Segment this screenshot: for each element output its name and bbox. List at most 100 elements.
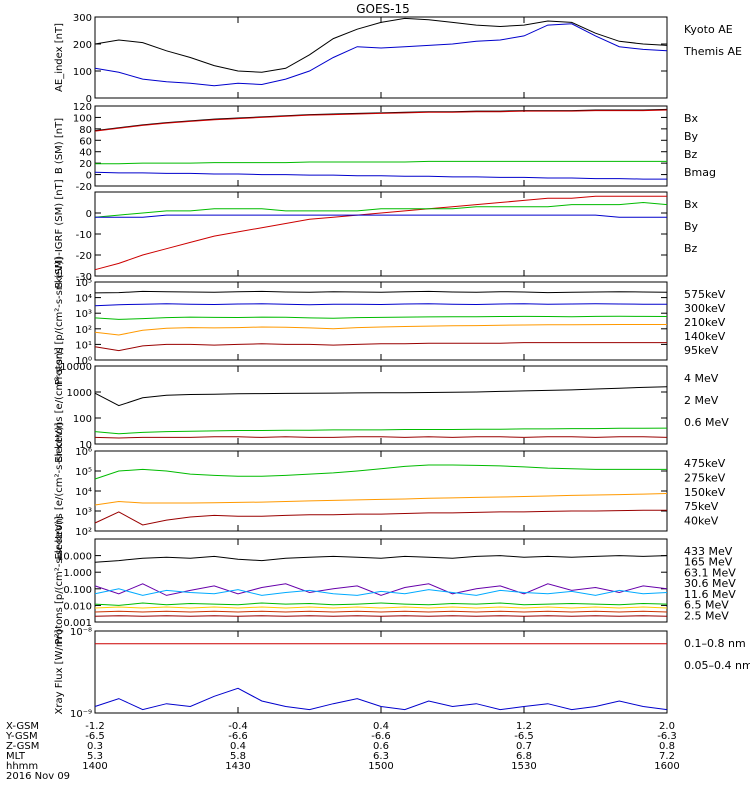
series-line: [94, 583, 668, 596]
footer-row-label: X-GSM: [6, 721, 39, 732]
y-tick-label: 10⁻⁸: [70, 627, 92, 638]
footer-value: 1430: [225, 761, 250, 772]
legend-entry: 300keV: [684, 302, 726, 315]
legend-entry: 433 MeV: [684, 545, 733, 558]
plot-title: GOES-15: [356, 2, 410, 16]
footer-row-label: hhmm: [6, 761, 38, 772]
footer-value: -1.2: [85, 721, 105, 732]
y-tick-label: 20: [79, 159, 92, 170]
y-tick-label: 10³: [75, 309, 92, 320]
legend-entry: 275keV: [684, 471, 726, 484]
panel-frame: [94, 105, 668, 187]
footer-row-label: Z-GSM: [6, 741, 39, 752]
legend-entry: 475keV: [684, 457, 726, 470]
panel-frame: [94, 450, 668, 532]
legend-entry: 95keV: [684, 344, 719, 357]
y-tick-label: -10: [76, 230, 92, 241]
footer-value: -6.6: [228, 731, 248, 742]
legend-entry: 575keV: [684, 288, 726, 301]
series-line: [94, 324, 667, 336]
panel-frame: [94, 281, 668, 361]
y-tick-label: 10¹: [75, 340, 92, 351]
series-line: [94, 687, 668, 711]
legend-entry: 11.6 MeV: [684, 588, 736, 601]
footer-value: 6.8: [516, 751, 532, 762]
y-tick-label: 0.001: [63, 618, 92, 629]
series-line: [95, 160, 667, 165]
y-tick-label: 100: [73, 113, 92, 124]
footer-value: 6.3: [373, 751, 389, 762]
series-line: [94, 201, 668, 218]
y-tick-label: 0.100: [63, 585, 92, 596]
footer-value: 5.3: [87, 751, 103, 762]
y-tick-label: 10.000: [57, 552, 92, 563]
legend-entry: Bz: [684, 242, 698, 255]
legend-entry: 0.1–0.8 nm: [684, 637, 746, 650]
series-line: [94, 602, 668, 606]
y-axis-label: Electrons [e/(cm²-s-sr-keV)]: [54, 422, 65, 559]
y-tick-label: 10⁻⁹: [70, 709, 92, 720]
footer-value: 0.7: [516, 741, 532, 752]
footer-value: 1600: [654, 761, 679, 772]
legend-entry: 0.6 MeV: [684, 416, 729, 429]
series-line: [94, 17, 668, 73]
series-line: [94, 108, 668, 132]
panel-frame: [94, 538, 668, 623]
series-line: [94, 610, 668, 613]
y-tick-label: 10⁴: [75, 487, 92, 498]
legend-entry: Bx: [684, 198, 699, 211]
legend-entry: By: [684, 130, 699, 143]
legend-entry: 6.5 MeV: [684, 599, 729, 612]
legend-entry: Bmag: [684, 166, 716, 179]
series-line: [94, 606, 668, 609]
footer-value: -6.5: [514, 731, 534, 742]
y-tick-label: 0: [86, 209, 92, 220]
y-tick-label: 10⁶: [75, 447, 92, 458]
legend-entry: By: [684, 220, 699, 233]
series-line: [94, 436, 668, 439]
position-footer: X-GSM -1.2 -0.4 0.4 1.2 2.0 Y-GSM -6.5 -6.6 -6.6 -…: [5, 721, 680, 782]
footer-value: 0.8: [659, 741, 675, 752]
y-axis-label: Electrons [e/(cm²-s-sr)]: [54, 347, 65, 463]
panel-3: -30 -20 -10 0 B (SM)-IGRF (SM) [nT] Bx By Bz: [54, 179, 699, 288]
footer-value: -6.5: [85, 731, 105, 742]
series-line: [94, 303, 668, 307]
y-tick-label: 40: [79, 148, 92, 159]
panel-1: 0 100 200 300 AE_index [nT] Kyoto AE Themis AE: [54, 13, 742, 105]
legend-entry: 2 MeV: [684, 394, 719, 407]
footer-value: 1530: [511, 761, 536, 772]
footer-value: 7.2: [659, 751, 675, 762]
y-tick-label: 200: [73, 40, 92, 51]
y-tick-label: -20: [76, 251, 92, 262]
y-axis-label: Protons [p/(cm²-s-sr-keV)]: [54, 516, 65, 644]
series-line: [94, 555, 668, 563]
footer-value: 2.0: [659, 721, 675, 732]
series-line: [94, 464, 667, 480]
y-tick-label: 300: [73, 13, 92, 24]
y-tick-label: 80: [79, 125, 92, 136]
y-tick-label: 0: [86, 94, 92, 105]
y-tick-label: 1000: [67, 388, 92, 399]
series-line: [94, 315, 668, 320]
footer-value: 0.3: [87, 741, 103, 752]
y-tick-label: 10³: [75, 507, 92, 518]
panel-8: 10⁻⁹ 10⁻⁸ Xray Flux [W/m²] 0.1–0.8 nm 0.05–0…: [54, 627, 750, 720]
y-tick-label: 10: [79, 440, 92, 451]
legend-entry: 4 MeV: [684, 372, 719, 385]
y-axis-label: B (SM)-IGRF (SM) [nT]: [54, 179, 65, 288]
series-line: [94, 290, 668, 294]
series-line: [94, 23, 668, 87]
y-tick-label: 10⁴: [75, 294, 92, 305]
legend-entry: 0.05–0.4 nm: [684, 659, 750, 672]
footer-value: 5.8: [230, 751, 246, 762]
series-line: [94, 171, 667, 180]
legend-entry: 75keV: [684, 500, 719, 513]
series-line: [94, 342, 667, 352]
legend-entry: 63.1 MeV: [684, 566, 736, 579]
footer-value: 1.2: [516, 721, 532, 732]
legend-entry: Bz: [684, 148, 698, 161]
legend-entry: 2.5 MeV: [684, 609, 729, 622]
